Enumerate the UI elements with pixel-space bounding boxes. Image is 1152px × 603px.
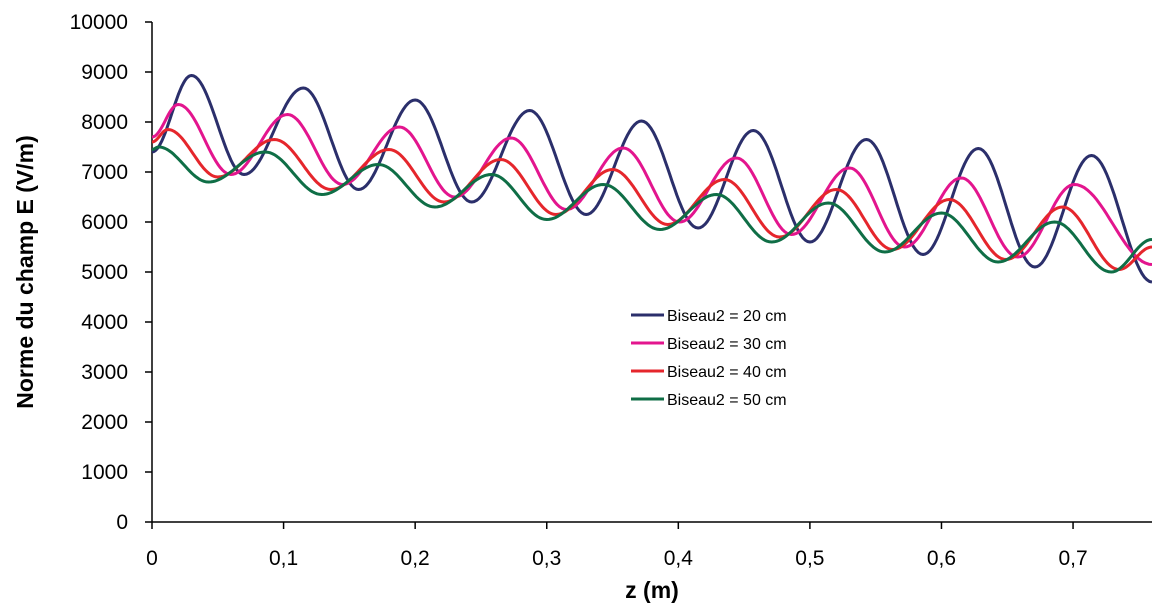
axes [151,22,1152,523]
series-line-2 [151,103,1152,266]
x-tick-label: 0,6 [927,547,956,570]
x-tick-label: 0,4 [664,547,694,570]
x-tick-label: 0,5 [795,547,824,570]
y-ticks: 0 1000 2000 3000 4000 5000 6000 7000 8000 9000 100… [70,11,152,534]
legend-label: Biseau2 = 20 cm [667,308,787,325]
y-tick-label: 10000 [70,11,128,34]
y-axis-title: Norme du champ E (V/m) [12,135,38,408]
y-tick-label: 2000 [81,411,128,434]
y-tick-label: 1000 [81,461,128,484]
x-tick-label: 0,3 [532,547,561,570]
y-tick-label: 8000 [81,111,128,134]
y-tick-label: 7000 [81,161,128,184]
legend: Biseau2 = 20 cm Biseau2 = 30 cm Biseau2 = … [631,308,787,409]
x-ticks: 0 0,1 0,2 0,3 0,4 0,5 0,6 0,7 [146,522,1088,570]
y-tick-label: 3000 [81,361,128,384]
y-tick-label: 5000 [81,261,128,284]
y-tick-label: 9000 [81,61,128,84]
x-tick-label: 0 [146,547,158,570]
x-axis-title: z (m) [625,577,679,603]
legend-label: Biseau2 = 40 cm [667,364,787,381]
y-tick-label: 0 [116,511,128,534]
series-group [150,74,1152,284]
series-line-4 [150,145,1152,274]
series-line-3 [151,128,1152,271]
x-tick-label: 0,2 [401,547,430,570]
x-tick-label: 0,1 [269,547,298,570]
x-tick-label: 0,7 [1058,547,1087,570]
series-line-1 [151,74,1152,284]
y-tick-label: 6000 [81,211,128,234]
y-tick-label: 4000 [81,311,128,334]
legend-label: Biseau2 = 50 cm [667,392,787,409]
legend-label: Biseau2 = 30 cm [667,336,787,353]
